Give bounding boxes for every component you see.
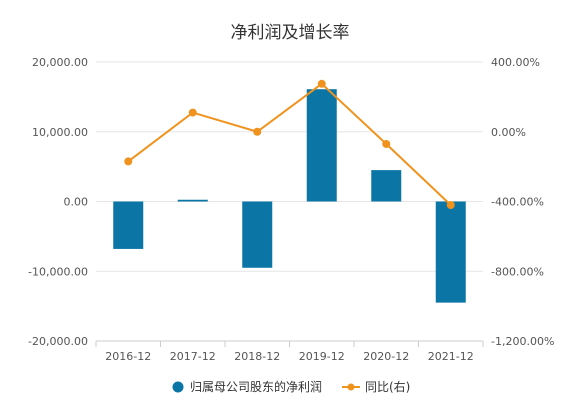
right-tick-label: -1,200.00% — [491, 335, 554, 348]
line-layer — [124, 79, 455, 209]
x-tick-label: 2019-12 — [299, 350, 345, 363]
legend-line-label: 同比(右) — [365, 379, 410, 394]
line-point — [317, 79, 326, 88]
bar — [435, 201, 466, 303]
legend-line-marker-dot — [347, 383, 355, 391]
line-point — [124, 157, 133, 166]
line-series-path — [127, 82, 452, 206]
bar — [306, 89, 337, 202]
x-tick-label: 2021-12 — [428, 350, 474, 363]
right-tick-label: -400.00% — [491, 196, 544, 209]
legend: 归属母公司股东的净利润 同比(右) — [172, 379, 410, 394]
grid-layer — [96, 61, 483, 342]
x-tick-label: 2017-12 — [170, 350, 216, 363]
x-tick-label: 2020-12 — [363, 350, 409, 363]
left-tick-label: 0.00 — [64, 196, 89, 209]
x-tick-label: 2016-12 — [105, 350, 151, 363]
line-point — [188, 108, 197, 117]
bar — [242, 201, 273, 268]
bars-layer — [113, 89, 466, 303]
line-point — [382, 139, 391, 148]
chart-title: 净利润及增长率 — [231, 23, 350, 43]
bar — [371, 170, 402, 202]
legend-bar-marker — [172, 381, 184, 393]
right-tick-label: -800.00% — [491, 265, 544, 278]
bar — [177, 199, 208, 202]
left-tick-label: -10,000.00 — [28, 265, 88, 278]
right-tick-label: 400.00% — [491, 56, 540, 69]
left-tick-label: -20,000.00 — [28, 335, 88, 348]
bar — [113, 201, 144, 249]
left-tick-label: 10,000.00 — [32, 126, 88, 139]
right-tick-label: 0.00% — [491, 126, 526, 139]
line-point — [253, 127, 262, 136]
x-tick-label: 2018-12 — [234, 350, 280, 363]
line-point — [446, 200, 455, 209]
axis-layer: 20,000.00 10,000.00 0.00 -10,000.00 -20,000.… — [28, 56, 554, 363]
left-tick-label: 20,000.00 — [32, 56, 88, 69]
legend-bar-label: 归属母公司股东的净利润 — [190, 379, 322, 394]
